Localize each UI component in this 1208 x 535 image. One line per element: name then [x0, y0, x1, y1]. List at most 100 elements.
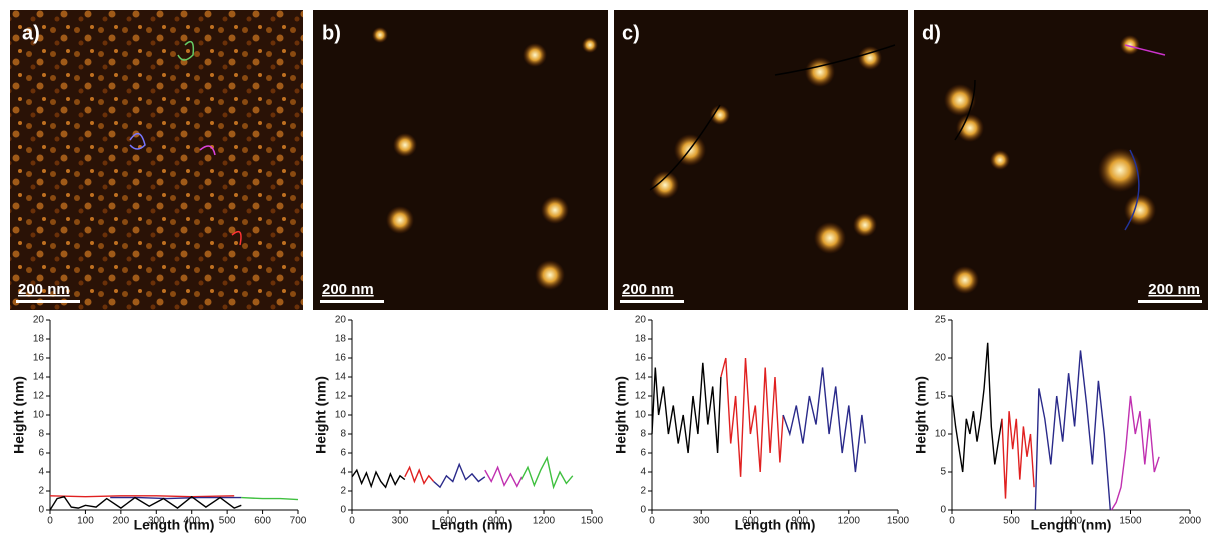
y-tick-label: 4 — [38, 467, 44, 478]
y-tick-label: 12 — [335, 391, 347, 402]
y-tick-label: 6 — [640, 448, 646, 459]
y-tick-label: 15 — [935, 391, 947, 402]
y-tick-label: 14 — [635, 372, 647, 383]
line-series — [49, 495, 235, 498]
y-tick-label: 25 — [935, 315, 947, 326]
line-series — [720, 357, 784, 477]
y-tick-label: 20 — [335, 315, 347, 326]
y-tick-label: 2 — [640, 486, 646, 497]
y-tick-label: 2 — [38, 486, 44, 497]
x-tick-label: 1200 — [838, 516, 861, 527]
y-tick-label: 20 — [635, 315, 647, 326]
x-tick-label: 900 — [488, 516, 505, 527]
afm-image — [10, 10, 303, 310]
x-tick-label: 0 — [47, 516, 53, 527]
x-tick-label: 700 — [290, 516, 307, 527]
x-tick-label: 2000 — [1179, 516, 1202, 527]
afm-image — [313, 10, 608, 310]
line-series — [951, 342, 1003, 473]
y-tick-label: 2 — [340, 486, 346, 497]
y-tick-label: 0 — [340, 505, 346, 516]
scale-bar-label: 200 nm — [622, 281, 674, 298]
x-tick-label: 600 — [254, 516, 271, 527]
line-series — [351, 468, 406, 489]
x-tick-label: 300 — [148, 516, 165, 527]
y-tick-label: 16 — [335, 353, 347, 364]
line-series — [651, 362, 722, 454]
x-tick-label: 1500 — [581, 516, 604, 527]
traces — [129, 40, 1166, 246]
y-tick-label: 6 — [38, 448, 44, 459]
x-tick-label: 100 — [77, 516, 94, 527]
x-tick-label: 300 — [693, 516, 710, 527]
y-tick-label: 5 — [940, 467, 946, 478]
y-tick-label: 20 — [33, 315, 45, 326]
y-tick-label: 18 — [635, 334, 647, 345]
x-axis-title: Length (nm) — [432, 517, 513, 533]
panel-label: d) — [922, 22, 941, 44]
y-tick-label: 12 — [635, 391, 647, 402]
y-tick-label: 8 — [640, 429, 646, 440]
x-tick-label: 400 — [183, 516, 200, 527]
y-tick-label: 6 — [340, 448, 346, 459]
y-tick-label: 8 — [38, 429, 44, 440]
scale-bar-label: 200 nm — [18, 281, 70, 298]
y-axis-title: Height (nm) — [913, 376, 929, 454]
line-series — [1001, 411, 1035, 499]
x-tick-label: 500 — [219, 516, 236, 527]
y-tick-label: 18 — [33, 334, 45, 345]
x-tick-label: 1200 — [533, 516, 556, 527]
line-series — [241, 496, 299, 501]
x-tick-label: 200 — [113, 516, 130, 527]
y-axis-title: Height (nm) — [11, 376, 27, 454]
y-axis-title: Height (nm) — [613, 376, 629, 454]
panel-label: a) — [22, 22, 40, 44]
line-series — [404, 465, 435, 485]
x-tick-label: 500 — [1003, 516, 1020, 527]
x-tick-label: 1500 — [1119, 516, 1142, 527]
x-axis-title: Length (nm) — [134, 517, 215, 533]
line-series — [1110, 395, 1160, 511]
y-tick-label: 14 — [335, 372, 347, 383]
panel-label: b) — [322, 22, 341, 44]
afm-image — [914, 10, 1208, 310]
x-tick-label: 600 — [440, 516, 457, 527]
x-tick-label: 1500 — [887, 516, 910, 527]
x-tick-label: 0 — [949, 516, 955, 527]
y-tick-label: 4 — [340, 467, 346, 478]
y-tick-label: 4 — [640, 467, 646, 478]
scale-bar-label: 200 nm — [1148, 281, 1200, 298]
afm-images: a) b) c) d) 200 nm 200 nm 200 nm 200 nm — [10, 10, 1208, 310]
y-tick-label: 12 — [33, 391, 45, 402]
line-series — [1034, 350, 1111, 511]
y-tick-label: 10 — [635, 410, 647, 421]
y-tick-label: 10 — [335, 410, 347, 421]
y-tick-label: 0 — [38, 505, 44, 516]
line-series — [49, 495, 242, 511]
x-tick-label: 1000 — [1060, 516, 1083, 527]
x-tick-label: 900 — [791, 516, 808, 527]
x-tick-label: 0 — [349, 516, 355, 527]
y-tick-label: 16 — [33, 353, 45, 364]
y-tick-label: 8 — [340, 429, 346, 440]
y-tick-label: 20 — [935, 353, 947, 364]
y-tick-label: 0 — [940, 505, 946, 516]
molecules — [372, 27, 1156, 294]
y-axis-title: Height (nm) — [313, 376, 329, 454]
x-axis-title: Length (nm) — [735, 517, 816, 533]
y-tick-label: 14 — [33, 372, 45, 383]
x-tick-label: 600 — [742, 516, 759, 527]
line-series — [484, 465, 523, 488]
y-tick-label: 18 — [335, 334, 347, 345]
scale-bar-label: 200 nm — [322, 281, 374, 298]
line-series — [520, 455, 574, 490]
x-axis-title: Length (nm) — [1031, 517, 1112, 533]
y-tick-label: 10 — [935, 429, 947, 440]
x-tick-label: 300 — [392, 516, 409, 527]
line-series — [782, 367, 866, 473]
y-tick-label: 0 — [640, 505, 646, 516]
x-tick-label: 0 — [649, 516, 655, 527]
line-series — [433, 462, 486, 489]
y-tick-label: 16 — [635, 353, 647, 364]
